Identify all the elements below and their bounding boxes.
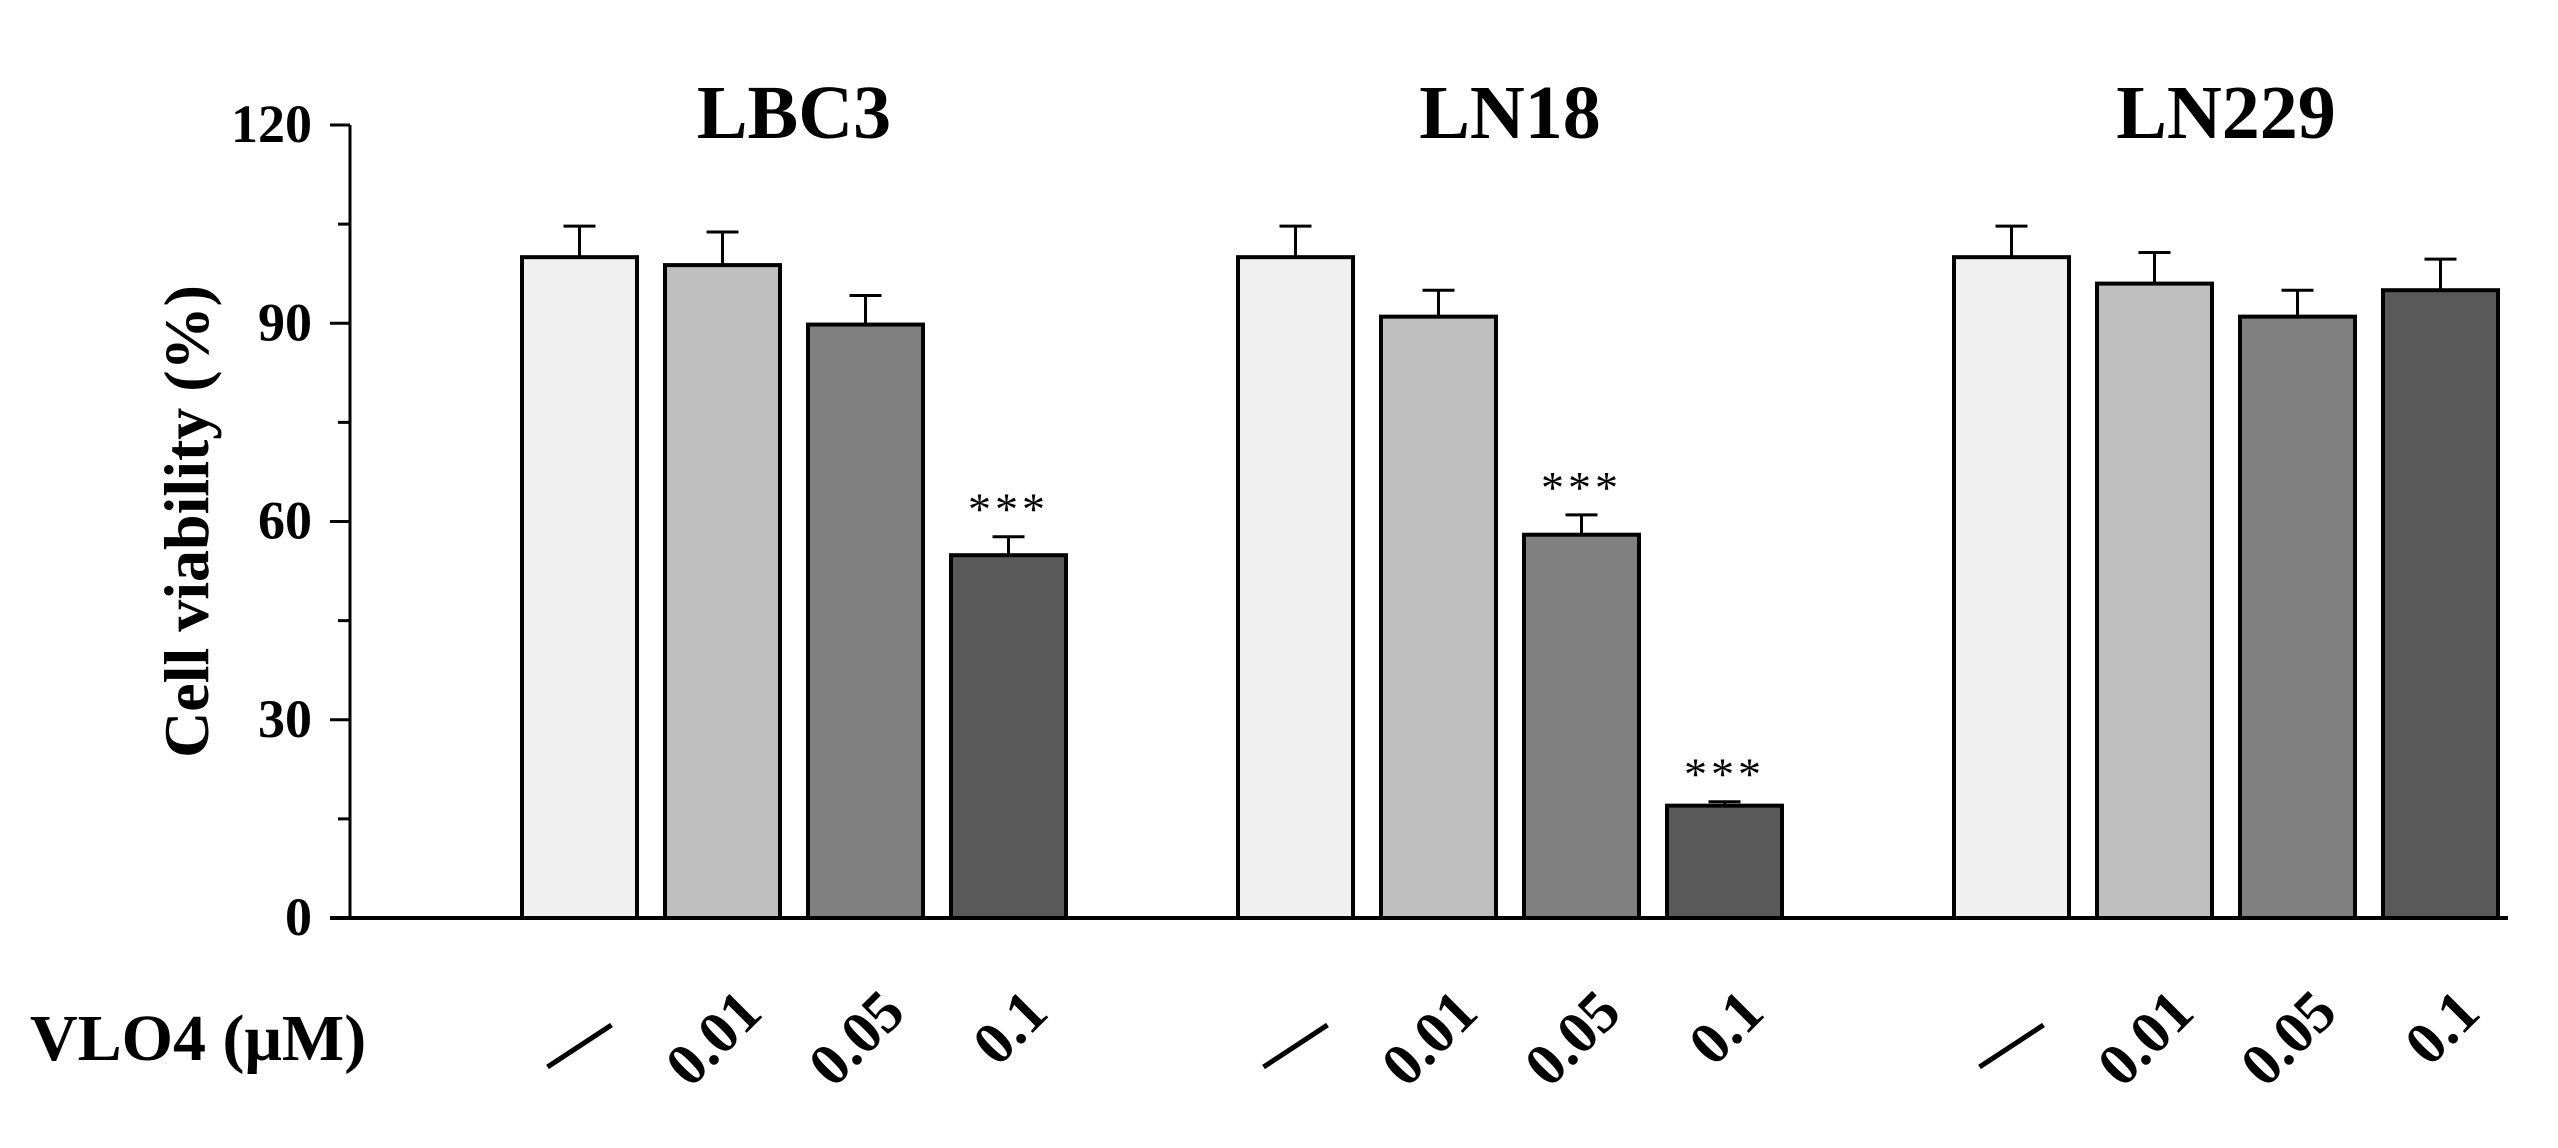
- bars-layer: [520, 224, 2500, 921]
- category-label: 0.1: [2392, 978, 2492, 1078]
- y-tick-label: 90: [258, 292, 312, 352]
- x-axis-title: VLO4 (μM): [30, 1002, 366, 1075]
- category-label: 0.1: [1676, 978, 1776, 1078]
- category-label: 0.05: [796, 978, 917, 1099]
- bar: [949, 553, 1068, 920]
- group-title: LN18: [1419, 71, 1601, 155]
- labels-layer: LBC3 *** LN18 *** *** LN229: [697, 71, 2336, 800]
- bar: [663, 263, 782, 920]
- bar: [2095, 281, 2214, 921]
- category-label: 0.05: [2228, 978, 2349, 1099]
- bar: [2238, 314, 2357, 920]
- y-tick-label: 30: [258, 689, 312, 749]
- group-title: LN229: [2116, 71, 2336, 155]
- bar: [1522, 532, 1641, 920]
- category-label: 0.05: [1512, 978, 1633, 1099]
- significance-label: ***: [1684, 749, 1765, 800]
- bar: [520, 255, 639, 920]
- category-dash-label: [546, 1022, 613, 1070]
- bar: [1952, 255, 2071, 920]
- y-axis: 0 30 60 90 120 Cell viability (%): [151, 94, 352, 947]
- bar: [2381, 288, 2500, 921]
- significance-label: ***: [968, 484, 1049, 535]
- significance-label: ***: [1541, 462, 1622, 513]
- category-label: 0.1: [960, 978, 1060, 1078]
- group-title: LBC3: [697, 71, 891, 155]
- y-tick-label: 60: [258, 491, 312, 551]
- bar: [806, 322, 925, 920]
- category-label: 0.01: [1369, 978, 1490, 1099]
- category-label: 0.01: [2085, 978, 2206, 1099]
- y-tick-label: 0: [285, 887, 312, 947]
- y-axis-title: Cell viability (%): [151, 285, 222, 758]
- bar: [1665, 803, 1784, 920]
- y-tick-label: 120: [231, 94, 312, 154]
- category-dash-label: [1262, 1022, 1329, 1070]
- category-dash-label: [1978, 1022, 2045, 1070]
- bar: [1379, 314, 1498, 920]
- bar: [1236, 255, 1355, 920]
- category-label: 0.01: [653, 978, 774, 1099]
- x-axis: VLO4 (μM) 0.01 0.05 0.1 0.01 0.05 0.1 0.01 0.05 0…: [30, 916, 2508, 1099]
